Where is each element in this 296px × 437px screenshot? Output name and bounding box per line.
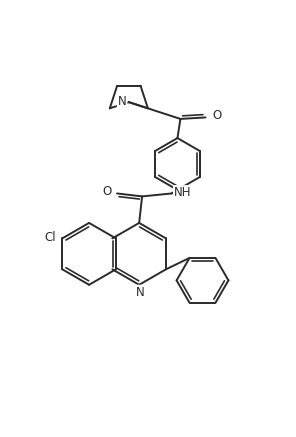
Text: O: O [102, 185, 112, 198]
Text: Cl: Cl [44, 231, 56, 244]
Text: N: N [136, 286, 145, 298]
Text: NH: NH [174, 186, 192, 199]
Text: N: N [118, 95, 126, 108]
Text: O: O [212, 110, 221, 122]
